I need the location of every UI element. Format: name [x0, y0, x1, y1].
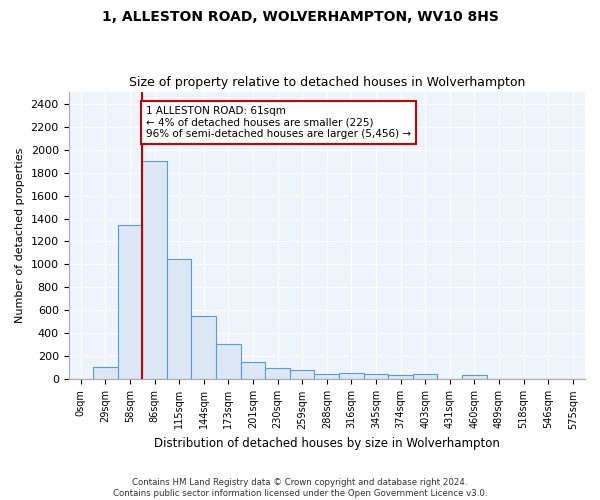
Bar [265, 368, 290, 380]
Bar [216, 344, 241, 380]
Bar [142, 161, 167, 380]
Bar [241, 362, 265, 380]
Bar [364, 374, 388, 380]
Bar [487, 379, 511, 380]
Bar [167, 258, 191, 380]
X-axis label: Distribution of detached houses by size in Wolverhampton: Distribution of detached houses by size … [154, 437, 500, 450]
Bar [511, 379, 536, 380]
Bar [388, 375, 413, 380]
Bar [339, 373, 364, 380]
Bar [437, 379, 462, 380]
Bar [560, 379, 585, 380]
Bar [290, 370, 314, 380]
Bar [118, 226, 142, 380]
Bar [462, 375, 487, 380]
Text: 1 ALLESTON ROAD: 61sqm
← 4% of detached houses are smaller (225)
96% of semi-det: 1 ALLESTON ROAD: 61sqm ← 4% of detached … [146, 106, 411, 139]
Bar [191, 316, 216, 380]
Bar [314, 374, 339, 380]
Title: Size of property relative to detached houses in Wolverhampton: Size of property relative to detached ho… [128, 76, 525, 90]
Y-axis label: Number of detached properties: Number of detached properties [15, 148, 25, 324]
Bar [413, 374, 437, 380]
Bar [536, 379, 560, 380]
Text: 1, ALLESTON ROAD, WOLVERHAMPTON, WV10 8HS: 1, ALLESTON ROAD, WOLVERHAMPTON, WV10 8H… [101, 10, 499, 24]
Text: Contains HM Land Registry data © Crown copyright and database right 2024.
Contai: Contains HM Land Registry data © Crown c… [113, 478, 487, 498]
Bar [68, 379, 93, 380]
Bar [93, 367, 118, 380]
